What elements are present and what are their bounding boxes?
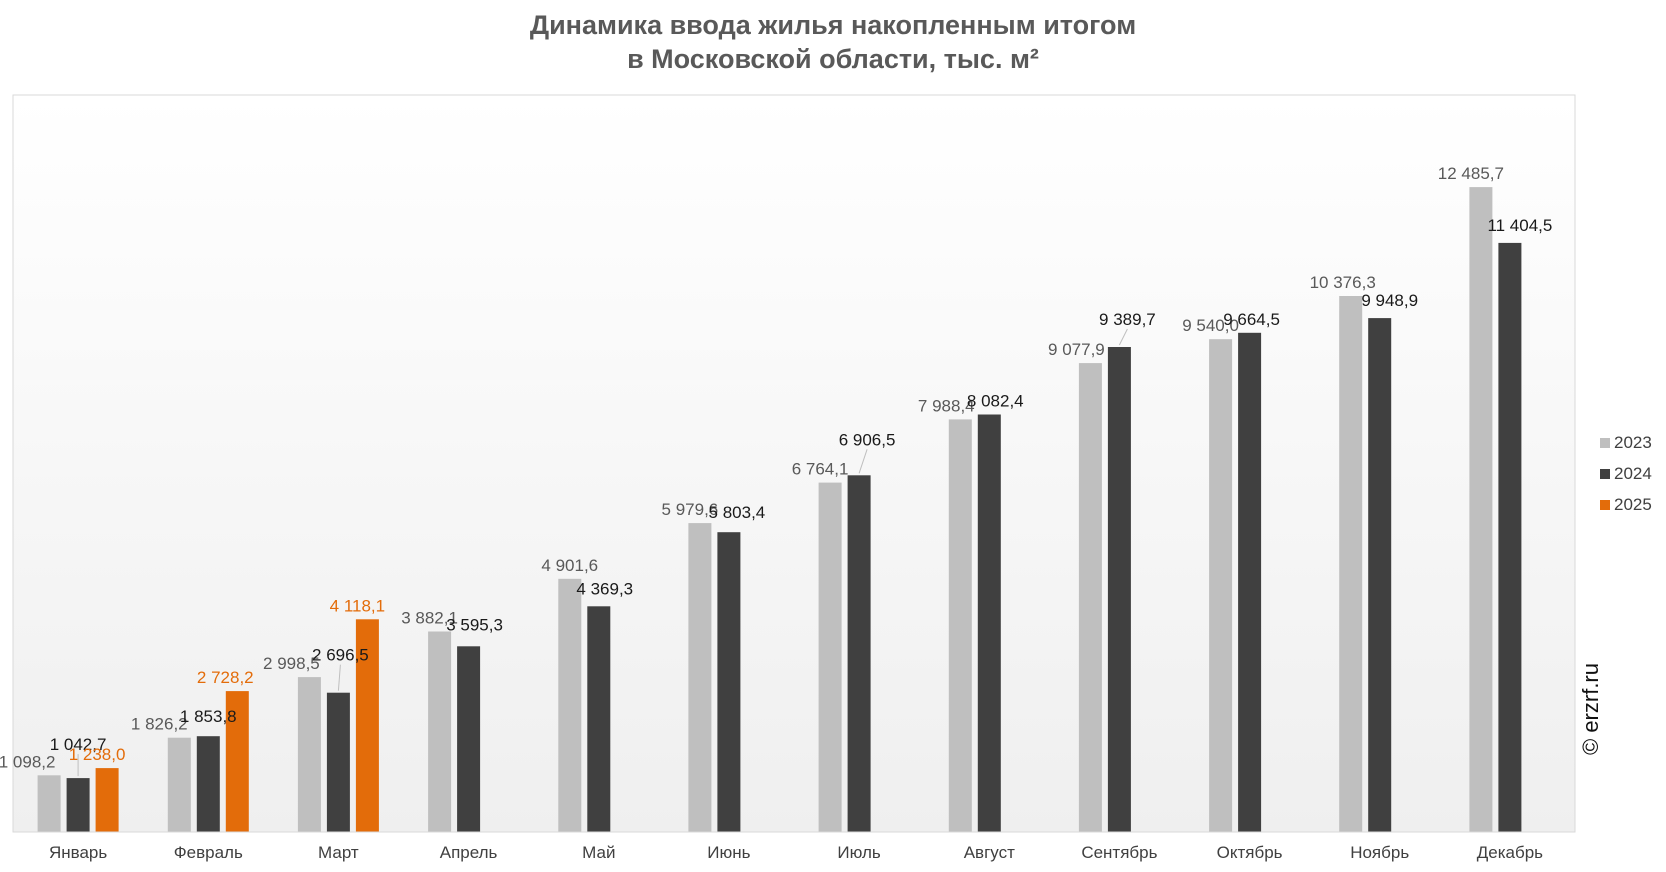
bar-2025-2 — [225, 691, 249, 832]
data-label-2023-8: 7 988,4 — [918, 396, 975, 415]
bar-2024-9 — [1107, 347, 1131, 832]
data-label-2024-12: 11 404,5 — [1487, 216, 1552, 235]
x-tick-label-6: Июнь — [707, 843, 750, 862]
bar-2025-1 — [95, 768, 119, 832]
data-label-2023-11: 10 376,3 — [1310, 273, 1376, 292]
plot-area — [12, 94, 1576, 833]
bar-2023-2 — [167, 737, 191, 832]
chart-title: Динамика ввода жилья накопленным итогом … — [0, 8, 1666, 76]
bar-2023-1 — [37, 775, 61, 832]
bar-2024-6 — [717, 532, 741, 832]
x-tick-label-3: Март — [318, 843, 359, 862]
legend-label-2025: 2025 — [1614, 495, 1652, 514]
bar-2023-4 — [428, 631, 452, 832]
bar-2024-3 — [326, 692, 350, 832]
x-tick-label-4: Апрель — [440, 843, 498, 862]
bar-2023-6 — [688, 523, 712, 832]
data-label-2024-4: 3 595,3 — [446, 615, 503, 634]
data-label-2023-10: 9 540,0 — [1182, 316, 1239, 335]
bar-2024-8 — [977, 414, 1001, 832]
data-label-2024-5: 4 369,3 — [576, 579, 633, 598]
bar-2023-8 — [948, 419, 972, 832]
legend-swatch-2024 — [1600, 469, 1610, 479]
bar-2024-12 — [1498, 242, 1522, 832]
x-tick-label-1: Январь — [49, 843, 107, 862]
bar-2024-11 — [1368, 318, 1392, 833]
data-label-2023-7: 6 764,1 — [792, 460, 849, 479]
bar-2025-3 — [355, 619, 379, 832]
leader-line-2024-9 — [1118, 328, 1128, 346]
legend-label-2024: 2024 — [1614, 464, 1652, 483]
chart-title-line-2: в Московской области, тыс. м² — [627, 44, 1039, 74]
data-label-2024-8: 8 082,4 — [967, 392, 1024, 411]
data-label-2023-12: 12 485,7 — [1438, 164, 1504, 183]
bar-2023-3 — [297, 677, 321, 832]
legend-label-2023: 2023 — [1614, 433, 1652, 452]
chart-title-line-1: Динамика ввода жилья накопленным итогом — [529, 10, 1137, 40]
data-label-2024-9: 9 389,7 — [1099, 310, 1156, 329]
bar-2023-12 — [1469, 187, 1493, 833]
bar-2024-5 — [587, 606, 611, 832]
bar-2023-5 — [558, 578, 582, 832]
data-label-2024-6: 5 803,4 — [709, 503, 766, 522]
bar-2023-11 — [1339, 296, 1363, 832]
data-label-2023-9: 9 077,9 — [1048, 340, 1105, 359]
x-tick-label-5: Май — [582, 843, 615, 862]
data-label-2025-3: 4 118,1 — [330, 596, 385, 615]
bar-2023-10 — [1209, 339, 1233, 832]
x-tick-label-8: Август — [964, 843, 1015, 862]
data-label-2023-4: 3 882,1 — [401, 609, 458, 628]
x-tick-label-9: Сентябрь — [1081, 843, 1157, 862]
data-label-2023-1: 1 098,2 — [0, 752, 55, 771]
x-tick-label-2: Февраль — [174, 843, 243, 862]
data-label-2024-11: 9 948,9 — [1361, 291, 1418, 310]
bar-2024-4 — [457, 646, 481, 832]
x-tick-label-11: Ноябрь — [1350, 843, 1409, 862]
leader-line-2024-7 — [858, 449, 868, 474]
data-label-2024-10: 9 664,5 — [1223, 310, 1280, 329]
bar-2023-7 — [818, 482, 842, 832]
bar-2023-9 — [1078, 363, 1102, 832]
data-label-2024-3: 2 696,5 — [312, 646, 369, 665]
data-label-2023-5: 4 901,6 — [541, 556, 598, 575]
bar-2024-7 — [847, 475, 871, 832]
data-label-2023-2: 1 826,2 — [131, 715, 188, 734]
data-label-2024-2: 1 853,8 — [180, 707, 237, 726]
data-label-2025-2: 2 728,2 — [197, 668, 254, 687]
data-label-2023-3: 2 998,5 — [263, 654, 320, 673]
x-tick-label-7: Июль — [837, 843, 881, 862]
data-label-2024-1: 1 042,7 — [50, 735, 107, 754]
x-tick-label-10: Октябрь — [1217, 843, 1283, 862]
data-label-2023-6: 5 979,6 — [662, 500, 719, 519]
bar-2024-10 — [1238, 332, 1262, 832]
watermark: © erzrf.ru — [1578, 663, 1603, 755]
bar-2024-2 — [196, 736, 220, 832]
legend-swatch-2023 — [1600, 438, 1610, 448]
bar-2024-1 — [66, 778, 90, 832]
data-label-2024-7: 6 906,5 — [839, 430, 896, 449]
leader-line-2024-3 — [337, 664, 341, 691]
x-tick-label-12: Декабрь — [1477, 843, 1543, 862]
legend-swatch-2025 — [1600, 500, 1610, 510]
data-label-2025-1: 1 238,0 — [69, 745, 126, 764]
